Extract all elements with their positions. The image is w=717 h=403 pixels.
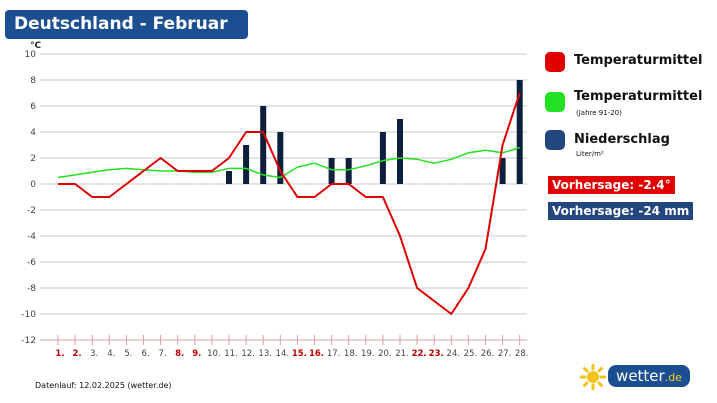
legend-label-temp: Temperaturmittel bbox=[574, 53, 703, 68]
data-run-note: Datenlauf: 12.02.2025 (wetter.de) bbox=[35, 381, 172, 390]
x-tick-label: 10. bbox=[207, 349, 221, 359]
y-tick-label: -10 bbox=[21, 310, 36, 320]
precip-bar bbox=[499, 158, 506, 184]
x-tick-label: 28. bbox=[515, 349, 529, 359]
x-tick-label: 8. bbox=[175, 349, 184, 359]
x-tick-label: 22. bbox=[412, 349, 427, 359]
y-tick-label: 6 bbox=[30, 102, 36, 112]
x-tick-label: 14. bbox=[276, 349, 290, 359]
x-tick-label: 26. bbox=[481, 349, 495, 359]
y-axis-unit: °C bbox=[30, 41, 42, 51]
y-tick-label: 4 bbox=[30, 128, 36, 138]
logo-tld: .de bbox=[664, 371, 682, 384]
precip-bar bbox=[345, 158, 352, 184]
x-tick-label: 7. bbox=[159, 349, 167, 359]
x-tick-label: 19. bbox=[361, 349, 375, 359]
precip-bar bbox=[379, 132, 386, 184]
y-tick-label: 8 bbox=[30, 76, 36, 86]
x-tick-label: 18. bbox=[344, 349, 358, 359]
x-tick-label: 2. bbox=[73, 349, 82, 359]
chart-title: Deutschland - Februar bbox=[5, 10, 248, 39]
y-tick-label: 2 bbox=[30, 154, 36, 164]
legend-swatch-temp bbox=[545, 52, 565, 72]
legend-label-precip: Niederschlag bbox=[574, 132, 670, 147]
precip-bar bbox=[243, 145, 250, 184]
x-tick-label: 6. bbox=[141, 349, 149, 359]
legend-sub-temp-avg: (Jahre 91-20) bbox=[576, 109, 622, 117]
x-tick-label: 4. bbox=[107, 349, 115, 359]
precip-bar bbox=[277, 132, 284, 184]
x-tick-label: 25. bbox=[464, 349, 478, 359]
y-tick-label: -6 bbox=[27, 258, 36, 268]
x-tick-label: 23. bbox=[429, 349, 444, 359]
forecast-temp: Vorhersage: -2.4° bbox=[548, 176, 675, 194]
wetter-de-logo[interactable]: wetter.de bbox=[608, 365, 690, 387]
x-tick-label: 20. bbox=[378, 349, 392, 359]
x-tick-label: 24. bbox=[447, 349, 461, 359]
sun-icon bbox=[580, 364, 606, 390]
x-tick-label: 16. bbox=[309, 349, 324, 359]
precip-bar bbox=[226, 171, 232, 184]
legend-label-temp-avg: Temperaturmittel bbox=[574, 89, 703, 104]
y-tick-label: -12 bbox=[21, 336, 36, 346]
x-tick-label: 15. bbox=[292, 349, 307, 359]
x-tick-label: 21. bbox=[395, 349, 409, 359]
legend-swatch-precip bbox=[545, 130, 565, 150]
x-tick-label: 12. bbox=[241, 349, 255, 359]
x-tick-label: 1. bbox=[55, 349, 64, 359]
precip-bar bbox=[516, 80, 523, 184]
x-tick-label: 3. bbox=[90, 349, 98, 359]
x-tick-label: 5. bbox=[124, 349, 132, 359]
precip-bar bbox=[260, 106, 267, 184]
x-tick-label: 11. bbox=[224, 349, 238, 359]
temp-line bbox=[58, 92, 521, 315]
x-tick-label: 9. bbox=[192, 349, 201, 359]
x-tick-label: 27. bbox=[498, 349, 512, 359]
forecast-precip: Vorhersage: -24 mm bbox=[548, 202, 694, 220]
temp-avg-line bbox=[57, 146, 520, 179]
y-tick-label: -4 bbox=[27, 232, 36, 242]
x-tick-label: 17. bbox=[327, 349, 341, 359]
y-tick-label: 0 bbox=[30, 180, 36, 190]
x-tick-label: 13. bbox=[258, 349, 272, 359]
logo-text: wetter bbox=[616, 367, 665, 385]
y-tick-label: -2 bbox=[27, 206, 36, 216]
precip-bar bbox=[328, 158, 335, 184]
y-tick-label: -8 bbox=[27, 284, 36, 294]
legend-sub-precip: Liter/m² bbox=[576, 150, 604, 158]
legend-swatch-temp-avg bbox=[545, 92, 565, 112]
precip-bar bbox=[397, 119, 403, 184]
y-tick-label: 10 bbox=[25, 50, 37, 60]
